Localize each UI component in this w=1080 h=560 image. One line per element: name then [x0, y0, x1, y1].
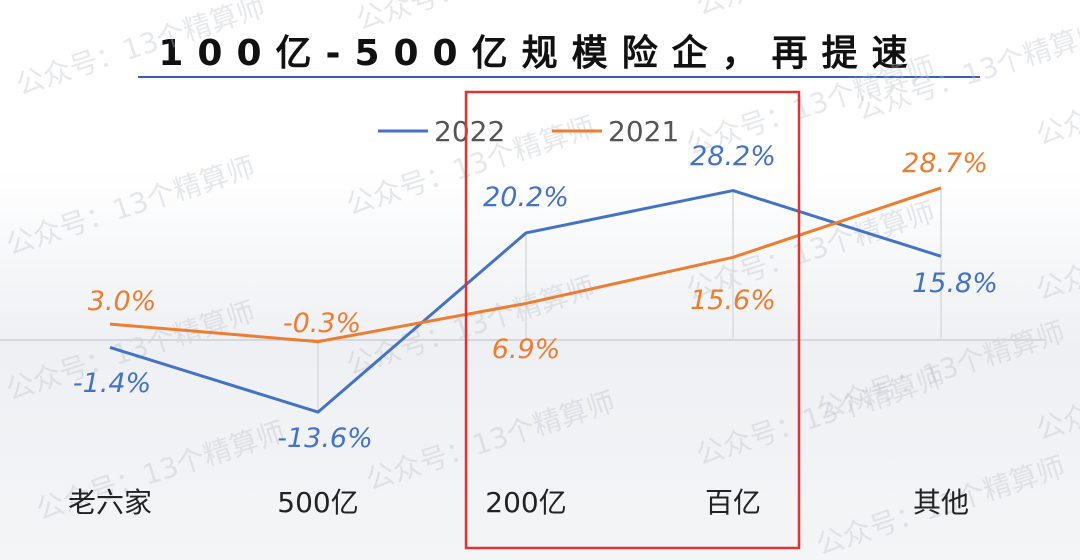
category-drop-lines	[317, 187, 942, 413]
series-lines	[109, 186, 942, 414]
x-tick-label: 500亿	[277, 486, 358, 519]
watermark-text: 公众号：13个精算师	[1032, 195, 1080, 307]
x-axis-ticks: 老六家 500亿 200亿 百亿 其他	[68, 486, 969, 519]
series-line-2022	[109, 189, 942, 414]
data-label: 28.2%	[690, 141, 776, 172]
series-line-2021	[109, 186, 942, 344]
watermark-text: 公众号：13个精算师	[2, 150, 259, 262]
watermark-text: 公众号：13个精算师	[362, 385, 619, 497]
x-tick-label: 老六家	[68, 486, 152, 519]
chart-title: 100亿-500亿规模险企，再提速	[158, 33, 922, 74]
data-label: -1.4%	[73, 368, 151, 399]
data-label: 3.0%	[88, 286, 157, 317]
data-label: -13.6%	[277, 423, 373, 454]
legend: 2022 2021	[378, 115, 679, 148]
watermark-text: 公众号：13个精算师	[352, 0, 609, 37]
watermark-text: 公众号：13个精算师	[12, 0, 269, 102]
data-label: -0.3%	[283, 308, 361, 339]
data-label: 28.7%	[902, 148, 988, 179]
data-label: 15.8%	[912, 268, 998, 299]
x-tick-label: 百亿	[705, 486, 761, 519]
watermark-text: 公众号：13个精算师	[342, 270, 599, 382]
legend-label: 2021	[608, 115, 679, 148]
plot-background	[0, 170, 1080, 560]
highlight-box	[464, 90, 801, 550]
title-underline	[138, 76, 980, 78]
x-tick-label: 200亿	[485, 486, 566, 519]
legend-label: 2022	[434, 115, 505, 148]
data-label: 15.6%	[690, 285, 776, 316]
x-tick-label: 其他	[913, 486, 969, 519]
watermark-text: 公众号：13个精算师	[692, 0, 949, 22]
data-label: 6.9%	[492, 334, 561, 365]
data-labels: -1.4% -13.6% 20.2% 28.2% 15.8% 3.0% -0.3% 6.9% 1…	[73, 141, 998, 454]
data-label: 20.2%	[483, 182, 569, 213]
